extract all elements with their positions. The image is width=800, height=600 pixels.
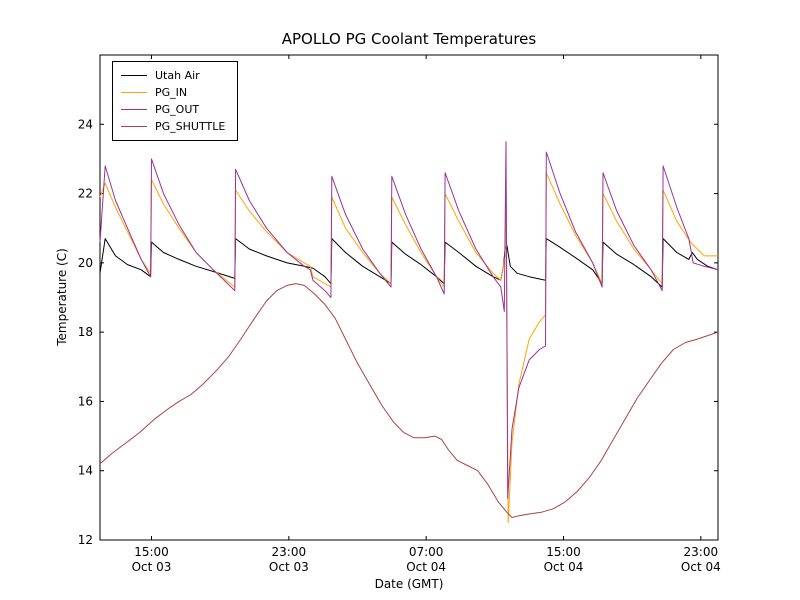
legend-item-utah-air: Utah Air xyxy=(121,67,225,84)
x-tick-label-date: Oct 04 xyxy=(406,560,446,574)
y-tick-label: 22 xyxy=(78,187,93,201)
x-tick-label-date: Oct 03 xyxy=(132,560,172,574)
series-pg-in xyxy=(99,172,718,524)
x-tick-label-time: 15:00 xyxy=(134,545,169,559)
legend-item-pg-in: PG_IN xyxy=(121,84,225,101)
x-tick-label-date: Oct 04 xyxy=(544,560,584,574)
y-tick-label: 14 xyxy=(78,464,93,478)
legend-line-sample xyxy=(121,109,147,110)
y-tick-label: 12 xyxy=(78,533,93,547)
y-tick-label: 24 xyxy=(78,117,93,131)
y-tick-label: 18 xyxy=(78,325,93,339)
legend-label: PG_IN xyxy=(155,86,188,99)
x-tick-label-time: 07:00 xyxy=(409,545,444,559)
x-tick-label-time: 23:00 xyxy=(684,545,719,559)
plot-border xyxy=(99,54,719,541)
series-pg-shuttle xyxy=(99,283,719,518)
legend-item-pg-shuttle: PG_SHUTTLE xyxy=(121,118,225,135)
series-utah-air xyxy=(99,238,719,288)
legend: Utah Air PG_IN PG_OUT PG_SHUTTLE xyxy=(112,61,239,141)
series-pg-out xyxy=(99,141,719,499)
x-tick-label-time: 15:00 xyxy=(546,545,581,559)
legend-label: PG_SHUTTLE xyxy=(155,120,226,133)
x-tick-label-date: Oct 03 xyxy=(269,560,309,574)
y-tick-label: 20 xyxy=(78,256,93,270)
legend-label: PG_OUT xyxy=(155,103,200,116)
y-axis-label: Temperature (C) xyxy=(55,248,69,346)
x-tick-label-date: Oct 04 xyxy=(681,560,721,574)
legend-line-sample xyxy=(121,75,147,76)
legend-label: Utah Air xyxy=(155,69,200,82)
chart-title: APOLLO PG Coolant Temperatures xyxy=(281,30,537,48)
legend-line-sample xyxy=(121,92,147,93)
x-tick-label-time: 23:00 xyxy=(272,545,307,559)
legend-item-pg-out: PG_OUT xyxy=(121,101,225,118)
legend-line-sample xyxy=(121,126,147,127)
y-tick-label: 16 xyxy=(78,394,93,408)
x-axis-label: Date (GMT) xyxy=(374,577,444,591)
